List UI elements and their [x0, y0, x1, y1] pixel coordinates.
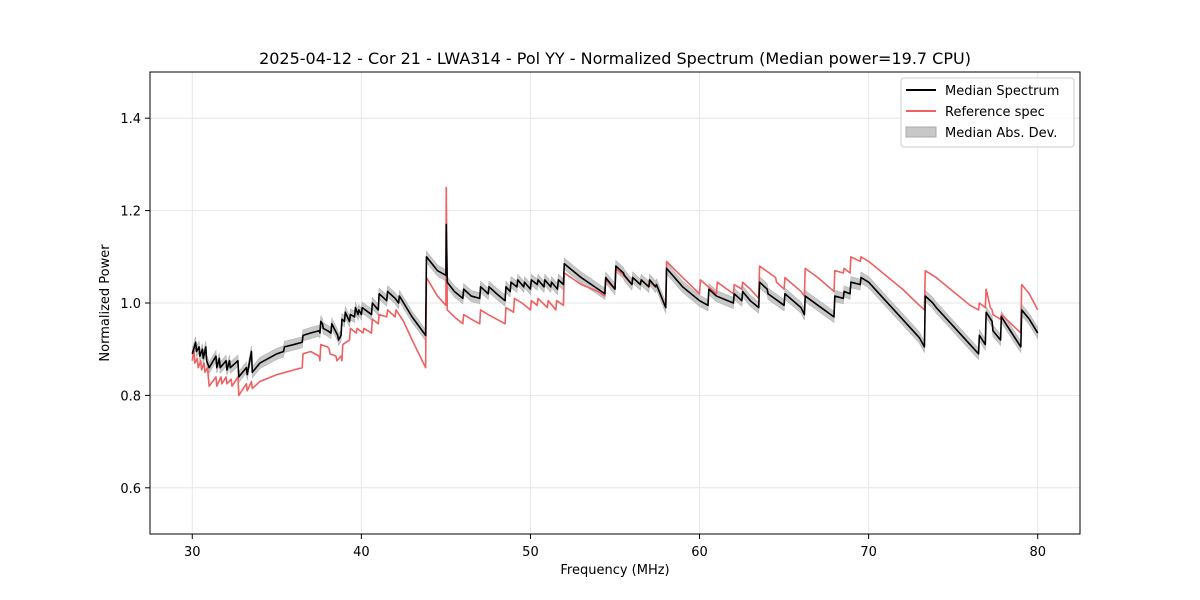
x-axis-label: Frequency (MHz) — [560, 563, 669, 578]
x-tick-label: 60 — [691, 545, 708, 560]
legend: Median Spectrum Reference spec Median Ab… — [900, 77, 1075, 148]
y-tick-label: 1.2 — [120, 205, 141, 220]
y-tick-label: 0.8 — [120, 389, 141, 404]
y-tick-label: 1.4 — [120, 112, 141, 127]
y-tick-label: 0.6 — [120, 482, 141, 497]
legend-mad-label: Median Abs. Dev. — [945, 126, 1057, 141]
legend-mad-swatch — [905, 126, 937, 138]
reference-spec-line — [191, 186, 1039, 397]
legend-median-label: Median Spectrum — [945, 84, 1059, 99]
y-tick-label: 1.0 — [120, 297, 141, 312]
median-spectrum-line — [191, 223, 1039, 378]
x-tick-label: 80 — [1029, 545, 1046, 560]
x-tick-label: 50 — [522, 545, 539, 560]
legend-reference-label: Reference spec — [945, 105, 1045, 120]
ticks: 30 40 50 60 70 80 0.6 0.8 1.0 1.2 1.4 — [120, 112, 1046, 560]
legend-box — [900, 77, 1075, 148]
chart-title: 2025-04-12 - Cor 21 - LWA314 - Pol YY - … — [259, 49, 971, 68]
plot-area — [191, 186, 1039, 397]
x-tick-label: 30 — [184, 545, 201, 560]
x-tick-label: 70 — [860, 545, 877, 560]
y-axis-label: Normalized Power — [98, 244, 113, 362]
x-tick-label: 40 — [353, 545, 370, 560]
